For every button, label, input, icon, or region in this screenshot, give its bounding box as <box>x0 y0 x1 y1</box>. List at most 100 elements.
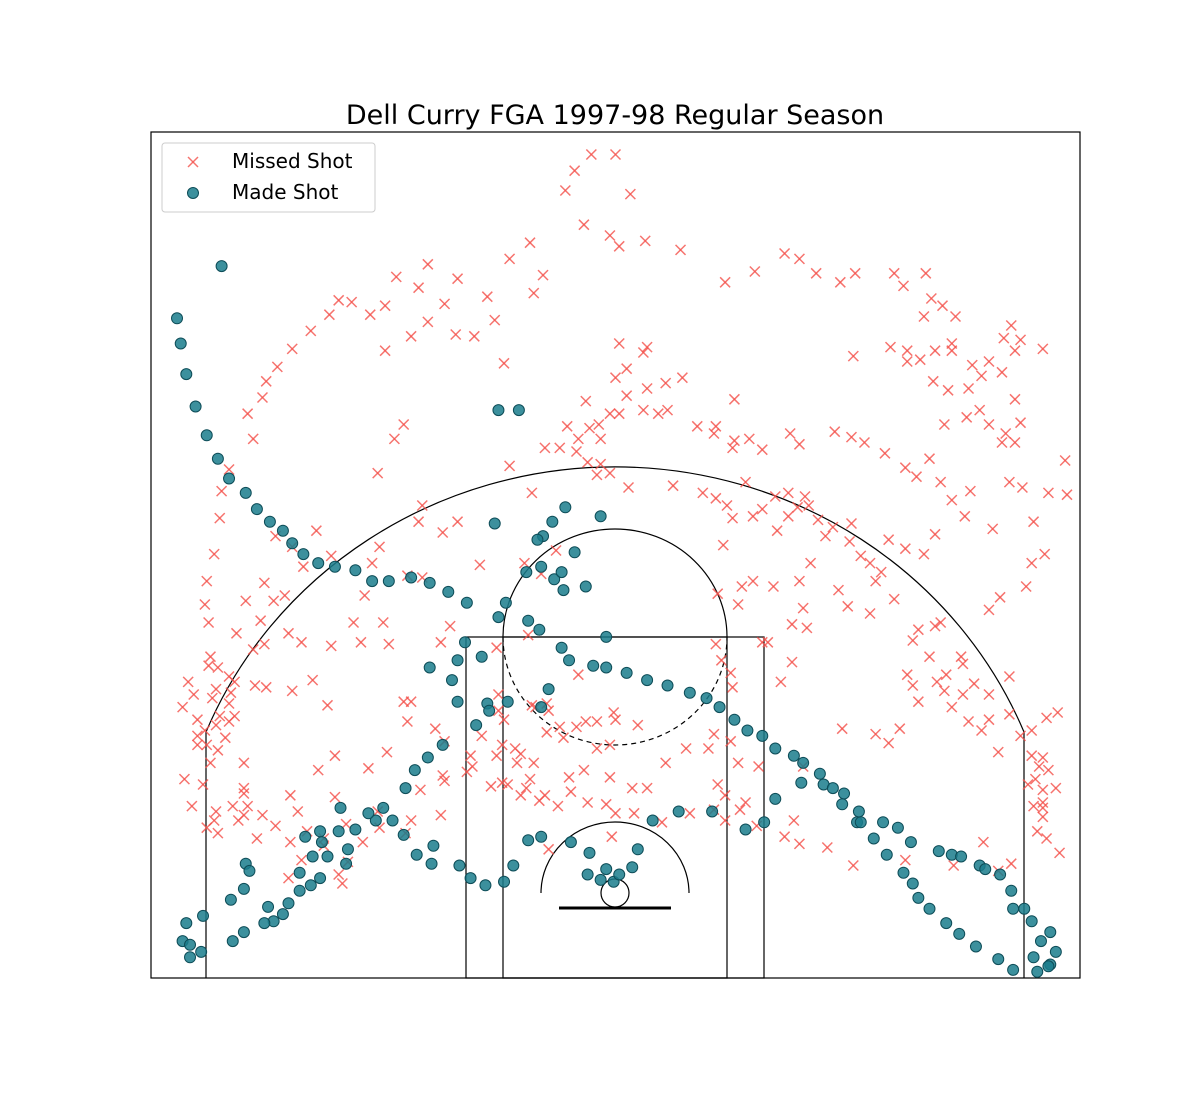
made-shot-point <box>286 537 299 550</box>
missed-shot-point <box>572 433 584 445</box>
missed-shot-point <box>398 696 410 708</box>
missed-shot-point <box>897 280 910 292</box>
missed-shot-point <box>279 589 291 602</box>
missed-shot-point <box>779 831 791 843</box>
missed-shot-point <box>572 669 584 681</box>
missed-shot-point <box>383 638 395 650</box>
missed-shot-point <box>284 789 296 801</box>
missed-shot-point <box>728 435 740 447</box>
missed-shot-point <box>968 678 980 690</box>
missed-shot-point <box>1050 782 1062 794</box>
made-shot-point <box>349 823 362 836</box>
missed-shot-point <box>660 377 672 389</box>
missed-shot-point <box>606 831 618 843</box>
missed-shot-point <box>496 739 508 751</box>
missed-shot-point <box>578 219 590 231</box>
missed-shot-point <box>702 742 714 755</box>
missed-shot-point <box>987 523 999 535</box>
missed-shot-point <box>784 427 796 440</box>
missed-shot-point <box>282 872 295 884</box>
missed-shot-point <box>779 247 791 260</box>
missed-shot-point <box>1037 751 1049 764</box>
missed-shot-point <box>938 685 950 697</box>
missed-shot-point <box>1028 516 1040 528</box>
missed-shot-point <box>959 510 971 522</box>
missed-shot-point <box>1037 811 1049 823</box>
missed-shot-point <box>710 420 722 432</box>
made-shot-point <box>992 953 1005 966</box>
missed-shot-point <box>929 345 941 357</box>
missed-shot-point <box>1005 319 1017 332</box>
made-shot-point <box>535 560 548 573</box>
missed-shot-point <box>767 580 779 593</box>
made-shot-point <box>1027 951 1040 964</box>
made-shot-point <box>377 801 390 814</box>
missed-shot-point <box>435 809 447 821</box>
missed-shot-point <box>474 559 486 571</box>
missed-shot-point <box>641 382 653 395</box>
missed-shot-point <box>325 550 337 562</box>
missed-shot-point <box>1003 476 1015 488</box>
made-shot-point <box>1005 884 1018 897</box>
missed-shot-point <box>491 750 503 762</box>
missed-shot-point <box>238 782 250 794</box>
missed-shot-point <box>957 658 969 670</box>
missed-shot-point <box>996 436 1008 449</box>
missed-shot-point <box>214 710 226 722</box>
missed-shot-point <box>413 282 425 294</box>
missed-shot-point <box>247 433 259 445</box>
missed-shot-point <box>747 510 759 522</box>
missed-shot-point <box>465 750 477 762</box>
missed-shot-point <box>834 276 846 288</box>
missed-shot-point <box>613 408 625 420</box>
missed-shot-point <box>504 253 516 265</box>
missed-shot-point <box>983 714 995 726</box>
made-shot-point <box>492 404 505 417</box>
missed-shot-point <box>1042 487 1054 499</box>
made-shot-point <box>626 861 639 874</box>
missed-shot-point <box>201 575 213 587</box>
missed-shot-point <box>936 300 949 312</box>
made-shot-point <box>713 701 726 714</box>
missed-shot-point <box>948 859 960 872</box>
missed-shot-point <box>624 188 636 200</box>
missed-shot-point <box>1037 802 1049 814</box>
missed-shot-point <box>178 773 190 785</box>
missed-shot-point <box>489 314 501 326</box>
missed-shot-point <box>282 627 295 639</box>
missed-shot-point <box>740 796 752 809</box>
missed-shot-point <box>582 456 594 468</box>
missed-shot-point <box>884 341 897 353</box>
missed-shot-point <box>238 787 250 800</box>
missed-shot-point <box>621 390 633 402</box>
missed-shot-point <box>247 643 259 656</box>
made-shot-point <box>312 557 325 570</box>
missed-shot-point <box>1009 393 1021 405</box>
missed-shot-point <box>1061 489 1073 501</box>
missed-shot-point <box>329 750 341 762</box>
made-shot-point <box>535 701 548 714</box>
missed-shot-point <box>186 800 198 812</box>
missed-shot-point <box>208 548 220 560</box>
missed-shot-point <box>416 499 428 512</box>
missed-shot-point <box>177 701 189 713</box>
missed-shot-point <box>727 681 739 693</box>
missed-shot-point <box>229 710 241 722</box>
missed-shot-point <box>849 267 861 279</box>
missed-shot-point <box>1003 670 1015 683</box>
made-shot-point <box>787 749 800 762</box>
made-shot-point <box>600 630 613 643</box>
made-shot-point <box>813 767 826 780</box>
made-shot-point <box>1031 965 1044 978</box>
made-shot-point <box>442 585 455 598</box>
made-shot-point <box>953 927 966 940</box>
missed-shot-point <box>962 382 975 395</box>
missed-shot-point <box>583 422 596 434</box>
made-shot-point <box>535 830 548 843</box>
missed-shot-point <box>907 679 919 692</box>
missed-shot-point <box>600 798 612 810</box>
missed-shot-point <box>994 591 1006 603</box>
missed-shot-point <box>725 667 737 679</box>
missed-shot-point <box>929 528 941 540</box>
missed-shot-point <box>1016 481 1028 494</box>
